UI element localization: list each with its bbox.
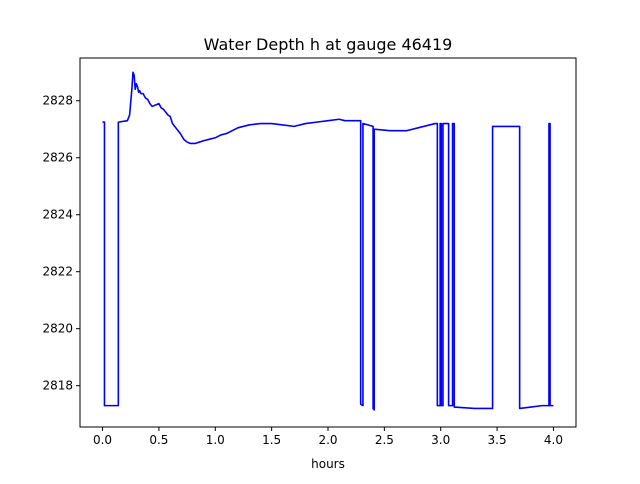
y-tick-label: 2818 (42, 379, 73, 393)
plot-area-frame (79, 57, 577, 428)
axis-ticks: 0.0 0.5 1.0 1.5 2.0 2.5 3.0 3.5 4.0 2818 2820 2822 2… (42, 94, 563, 447)
series-layer (102, 71, 554, 411)
x-tick-label: 3.0 (431, 433, 450, 447)
x-tick-label: 1.0 (206, 433, 225, 447)
x-tick-label: 3.5 (488, 433, 507, 447)
y-tick-label: 2824 (42, 208, 73, 222)
x-tick-label: 0.0 (93, 433, 112, 447)
y-tick-label: 2826 (42, 151, 73, 165)
x-tick-label: 1.5 (262, 433, 281, 447)
x-tick-label: 2.5 (375, 433, 394, 447)
y-tick-label: 2820 (42, 322, 73, 336)
x-tick-label: 4.0 (544, 433, 563, 447)
chart-title: Water Depth h at gauge 46419 (204, 35, 453, 54)
y-tick-label: 2828 (42, 94, 73, 108)
x-axis-label: hours (311, 457, 345, 471)
x-tick-label: 2.0 (318, 433, 337, 447)
x-tick-label: 0.5 (149, 433, 168, 447)
series-line-water-depth (102, 71, 554, 411)
y-tick-label: 2822 (42, 265, 73, 279)
